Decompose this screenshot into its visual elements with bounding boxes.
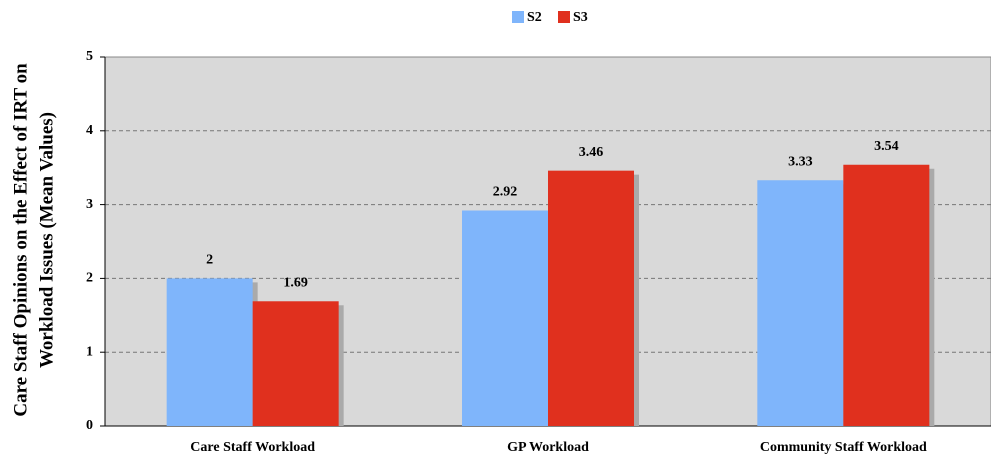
y-axis-label: Care Staff Opinions on the Effect of IRT… (10, 63, 31, 417)
y-tick-label: 5 (86, 49, 93, 64)
data-label: 2 (206, 253, 213, 268)
data-label: 2.92 (493, 185, 518, 200)
y-axis-label: Workload Issues (Mean Values) (36, 112, 57, 368)
bar (757, 180, 844, 426)
bar (843, 164, 930, 427)
y-tick-label: 2 (86, 271, 93, 286)
y-tick-label: 3 (86, 197, 93, 212)
bar (166, 278, 253, 426)
data-label: 3.54 (874, 139, 899, 154)
data-label: 3.46 (579, 145, 604, 160)
legend-swatch (512, 11, 524, 23)
y-tick-label: 4 (86, 123, 93, 138)
legend-label: S2 (527, 10, 542, 25)
data-label: 1.69 (283, 275, 308, 290)
bar (548, 170, 634, 426)
legend-label: S3 (573, 10, 588, 25)
x-tick-label: GP Workload (507, 440, 589, 455)
data-label: 3.33 (788, 154, 813, 169)
legend-swatch (558, 11, 570, 23)
y-tick-label: 1 (86, 344, 93, 359)
bar (462, 210, 548, 426)
x-tick-label: Community Staff Workload (760, 440, 927, 455)
y-tick-label: 0 (86, 418, 93, 433)
x-tick-label: Care Staff Workload (190, 440, 315, 455)
bar (252, 301, 339, 426)
